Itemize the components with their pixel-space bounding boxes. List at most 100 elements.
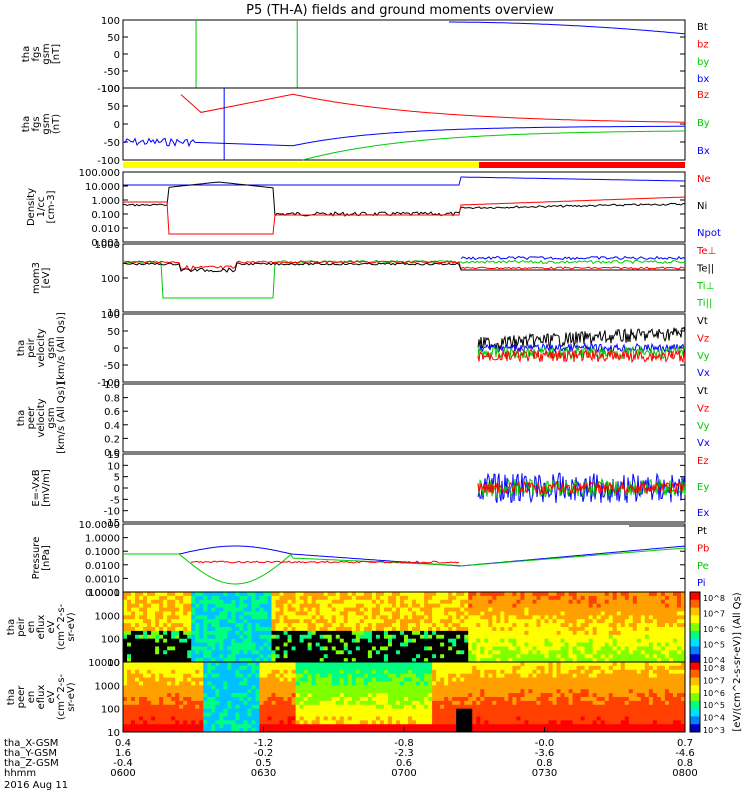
spectrogram-cell	[239, 700, 244, 706]
spectrogram-cell	[668, 658, 674, 663]
spectrogram-cell	[251, 658, 256, 663]
spectrogram-cell	[564, 607, 570, 612]
spectrogram-cell	[271, 665, 277, 671]
spectrogram-cell	[347, 595, 353, 601]
spectrogram-cell	[395, 704, 401, 710]
spectrogram-cell	[572, 708, 578, 714]
y-tick-label: 0	[114, 50, 120, 61]
spectrogram-cell	[271, 677, 277, 682]
spectrogram-cell	[548, 697, 554, 702]
spectrogram-cell	[660, 638, 666, 644]
spectrogram-cell	[363, 642, 369, 647]
spectrogram-cell	[183, 689, 188, 694]
spectrogram-cell	[460, 638, 465, 644]
spectrogram-cell	[564, 724, 570, 729]
spectrogram-cell	[512, 615, 517, 620]
spectrogram-cell	[243, 592, 248, 597]
spectrogram-cell	[203, 700, 208, 706]
spectrogram-cell	[331, 599, 337, 605]
spectrogram-cell	[327, 689, 333, 694]
spectrogram-cell	[295, 704, 301, 710]
spectrogram-cell	[247, 665, 252, 671]
spectrogram-cell	[235, 592, 240, 597]
spectrogram-cell	[199, 611, 204, 616]
spectrogram-cell	[135, 677, 140, 682]
spectrogram-cell	[131, 724, 136, 729]
spectrogram-cell	[480, 700, 485, 706]
spectrogram-cell	[263, 673, 269, 679]
spectrogram-cell	[363, 634, 369, 640]
spectrogram-cell	[363, 627, 369, 632]
spectrogram-cell	[367, 634, 373, 640]
spectrogram-cell	[135, 700, 140, 706]
spectrogram-cell	[524, 627, 529, 632]
spectrogram-cell	[580, 642, 586, 647]
spectrogram-cell	[243, 623, 248, 628]
spectrogram-cell	[187, 627, 192, 632]
spectrogram-cell	[432, 619, 437, 624]
spectrogram-cell	[616, 650, 622, 655]
spectrogram-cell	[363, 728, 369, 733]
legend-entry: Ni	[697, 201, 707, 212]
y-tick-label: -100	[97, 84, 120, 95]
spectrogram-cell	[331, 623, 337, 628]
spectrogram-cell	[648, 623, 654, 628]
spectrogram-cell	[231, 646, 236, 651]
spectrogram-cell	[564, 673, 570, 679]
spectrogram-cell	[540, 642, 545, 647]
spectrogram-cell	[267, 689, 273, 694]
y-tick-label: 10000	[88, 588, 120, 599]
spectrogram-cell	[211, 665, 216, 671]
spectrogram-cell	[391, 681, 397, 686]
spectrogram-cell	[163, 681, 168, 686]
spectrogram-cell	[191, 619, 196, 624]
spectrogram-cell	[279, 642, 285, 647]
spectrogram-cell	[335, 673, 341, 679]
spectrogram-cell	[492, 665, 497, 671]
spectrogram-cell	[576, 665, 582, 671]
spectrogram-cell	[131, 630, 136, 636]
spectrogram-cell	[215, 642, 220, 647]
spectrogram-cell	[416, 669, 421, 675]
spectrogram-cell	[183, 724, 188, 729]
spectrogram-cell	[520, 673, 525, 679]
spectrogram-cell	[592, 658, 598, 663]
spectrogram-cell	[456, 630, 461, 636]
spectrogram-cell	[163, 720, 168, 725]
spectrogram-cell	[672, 611, 678, 616]
spectrogram-cell	[283, 623, 289, 628]
spectrogram-cell	[187, 728, 192, 733]
spectrogram-cell	[155, 603, 160, 609]
spectrogram-cell	[420, 623, 425, 628]
spectrogram-cell	[179, 634, 184, 640]
spectrogram-cell	[151, 634, 156, 640]
spectrogram-cell	[532, 623, 537, 628]
spectrogram-cell	[179, 720, 184, 725]
spectrogram-cell	[231, 669, 236, 675]
spectrogram-cell	[472, 619, 477, 624]
spectrogram-cell	[307, 716, 313, 721]
spectrogram-cell	[604, 623, 610, 628]
spectrogram-cell	[339, 685, 345, 690]
spectrogram-cell	[680, 642, 686, 647]
spectrogram-cell	[520, 630, 525, 636]
spectrogram-cell	[656, 630, 662, 636]
spectrogram-cell	[279, 720, 285, 725]
spectrogram-cell	[584, 611, 590, 616]
spectrogram-cell	[299, 720, 305, 725]
spectrogram-cell	[339, 728, 345, 733]
spectrogram-cell	[203, 665, 208, 671]
spectrogram-cell	[331, 654, 337, 659]
spectrogram-cell	[492, 627, 497, 632]
spectrogram-cell	[504, 592, 509, 597]
spectrogram-cell	[592, 619, 598, 624]
spectrogram-cell	[516, 627, 521, 632]
y-tick-label: 1.000	[91, 196, 120, 207]
spectrogram-cell	[151, 689, 156, 694]
spectrogram-cell	[452, 595, 457, 601]
spectrogram-cell	[456, 708, 461, 714]
spectrogram-cell	[267, 627, 273, 632]
spectrogram-cell	[151, 697, 156, 702]
spectrogram-cell	[243, 712, 248, 717]
spectrogram-cell	[151, 599, 156, 605]
